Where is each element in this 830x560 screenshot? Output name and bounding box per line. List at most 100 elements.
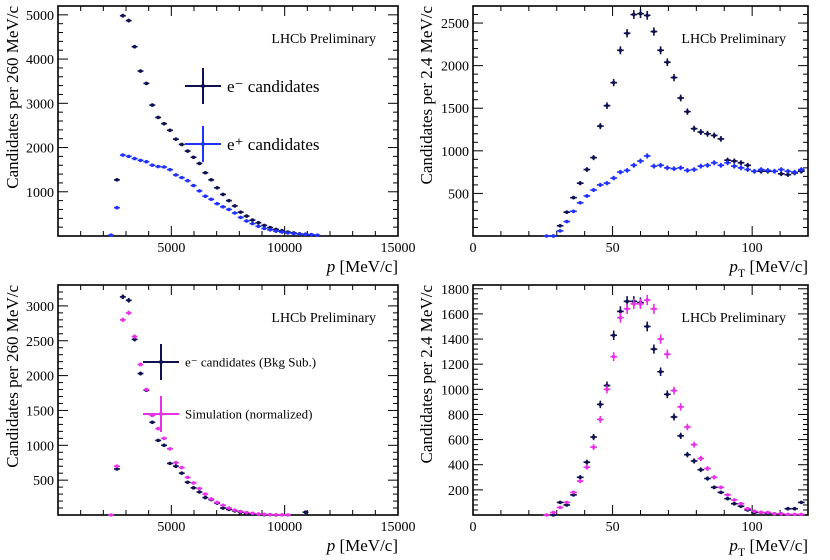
data-point	[710, 132, 718, 139]
marker	[156, 426, 160, 431]
data-point	[764, 168, 772, 173]
series-2	[543, 294, 805, 517]
data-point	[131, 334, 138, 339]
data-point	[583, 194, 591, 198]
data-point	[710, 485, 718, 490]
marker	[262, 512, 267, 517]
marker	[618, 309, 623, 314]
marker	[174, 173, 178, 177]
marker	[162, 436, 166, 441]
marker	[115, 178, 119, 182]
marker	[779, 167, 783, 172]
marker	[699, 130, 703, 134]
data-point	[237, 215, 244, 220]
series-2	[108, 153, 321, 237]
marker	[286, 231, 290, 235]
data-point	[208, 497, 215, 501]
marker	[786, 512, 790, 517]
marker	[138, 69, 143, 73]
data-point	[308, 232, 315, 237]
data-point	[143, 159, 150, 164]
y-tick-label: 2000	[441, 60, 469, 75]
marker	[221, 205, 225, 209]
marker	[786, 506, 790, 511]
marker	[156, 115, 160, 120]
marker	[719, 490, 723, 495]
data-point	[108, 233, 114, 237]
x-axis-subscript: T	[738, 545, 746, 559]
marker	[162, 165, 166, 169]
marker	[732, 159, 737, 163]
marker	[250, 221, 255, 226]
marker	[799, 512, 804, 517]
marker	[115, 205, 119, 210]
marker	[739, 501, 743, 506]
marker	[665, 352, 670, 356]
marker	[578, 479, 582, 483]
marker	[578, 181, 582, 185]
data-point	[630, 10, 638, 19]
data-point	[113, 467, 120, 471]
lhcb-preliminary-label: LHCb Preliminary	[681, 311, 786, 326]
data-point	[603, 385, 611, 394]
data-point	[214, 500, 221, 505]
marker	[544, 513, 549, 517]
data-point	[650, 344, 658, 354]
data-point	[704, 162, 711, 168]
y-tick-label: 1000	[26, 186, 54, 201]
marker	[185, 178, 190, 183]
data-point	[261, 223, 268, 228]
y-tick-label: 4000	[26, 53, 54, 68]
data-point	[764, 510, 772, 515]
marker	[132, 44, 137, 49]
data-point	[670, 166, 678, 172]
marker	[174, 460, 178, 465]
x-axis-symbol: p	[728, 257, 738, 276]
marker	[144, 387, 149, 392]
data-point	[178, 471, 185, 475]
marker	[766, 510, 770, 515]
marker	[759, 510, 763, 515]
data-point	[784, 168, 792, 174]
marker	[558, 229, 562, 233]
y-tick-label: 1400	[441, 333, 469, 348]
marker	[138, 158, 143, 163]
data-point	[737, 160, 745, 166]
legend-marker	[201, 142, 205, 146]
data-point	[744, 162, 752, 168]
data-point	[214, 185, 221, 190]
marker	[197, 490, 202, 494]
marker	[571, 209, 576, 214]
marker	[786, 172, 790, 177]
marker	[618, 315, 623, 320]
y-tick-label: 1000	[441, 145, 469, 160]
marker	[268, 228, 272, 232]
marker	[126, 18, 131, 23]
marker	[585, 465, 589, 470]
marker	[256, 220, 261, 225]
marker	[250, 511, 255, 516]
data-point	[208, 178, 215, 182]
data-point	[249, 511, 256, 516]
data-point	[637, 9, 644, 19]
marker	[168, 461, 172, 466]
marker	[685, 109, 690, 114]
data-point	[610, 175, 618, 181]
marker	[132, 334, 137, 339]
marker	[215, 201, 219, 206]
marker	[571, 493, 576, 497]
data-point	[137, 371, 144, 376]
marker	[274, 512, 278, 517]
x-tick-label: 15000	[381, 520, 416, 535]
marker	[571, 195, 576, 200]
marker	[203, 170, 208, 175]
marker	[191, 481, 196, 485]
marker	[611, 80, 616, 85]
marker	[678, 434, 683, 438]
marker	[745, 506, 750, 511]
marker	[179, 465, 184, 470]
data-point	[710, 160, 718, 166]
x-tick-label: 10000	[267, 520, 302, 535]
data-point	[623, 168, 631, 173]
data-point	[155, 438, 162, 443]
